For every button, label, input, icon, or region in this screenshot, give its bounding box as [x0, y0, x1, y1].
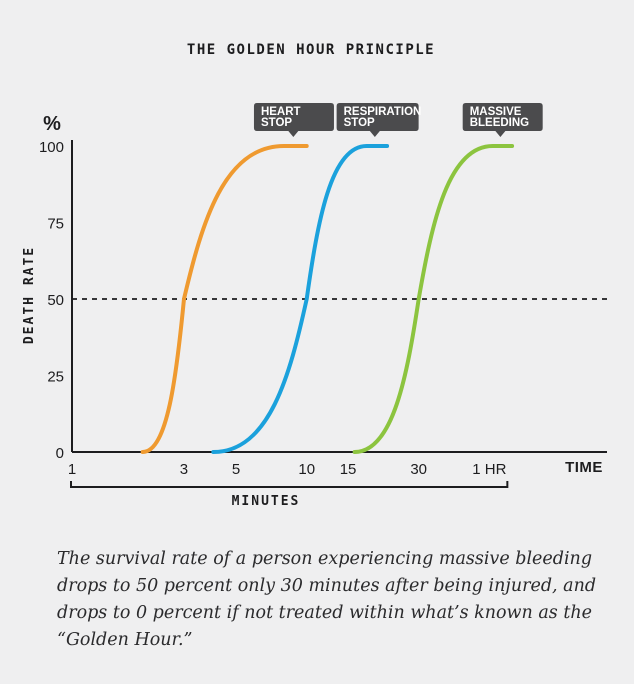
x-axis-title: TIME [565, 459, 603, 476]
y-axis-unit: % [43, 113, 61, 135]
series-callout-box [336, 103, 419, 137]
x-tick-label: 1 [68, 461, 76, 478]
y-axis-title: DEATH RATE [22, 246, 37, 344]
minutes-bracket [70, 481, 509, 488]
caption: The survival rate of a person experienci… [57, 549, 597, 650]
series-callout-label: RESPIRATION [344, 106, 422, 118]
series-callout-label: HEART [261, 106, 301, 118]
y-tick-label: 75 [47, 216, 64, 233]
y-tick-label: 0 [56, 445, 64, 462]
golden-hour-chart: THE GOLDEN HOUR PRINCIPLE % DEATH RATE T… [22, 42, 607, 509]
x-tick-label: 30 [410, 461, 427, 478]
x-bracket-label: MINUTES [232, 494, 301, 509]
series-callout-label: BLEEDING [470, 117, 529, 129]
y-tick-label: 25 [47, 369, 64, 386]
series-callout-label: STOP [344, 117, 375, 129]
series-callout-box [253, 103, 334, 137]
series-curve [352, 144, 515, 454]
series-curve [211, 144, 390, 454]
chart-title: THE GOLDEN HOUR PRINCIPLE [187, 42, 435, 58]
series-curve [140, 144, 309, 454]
x-tick-label: 1 HR [472, 461, 506, 478]
series-callout-label: MASSIVE [470, 106, 522, 118]
y-tick-label: 50 [47, 292, 64, 309]
x-tick-label: 5 [232, 461, 240, 478]
x-tick-label: 10 [298, 461, 315, 478]
series-callout-label: STOP [261, 117, 292, 129]
x-tick-label: 3 [180, 461, 188, 478]
x-tick-label: 15 [340, 461, 357, 478]
series-callout-box [462, 103, 543, 137]
y-tick-label: 100 [39, 139, 64, 156]
